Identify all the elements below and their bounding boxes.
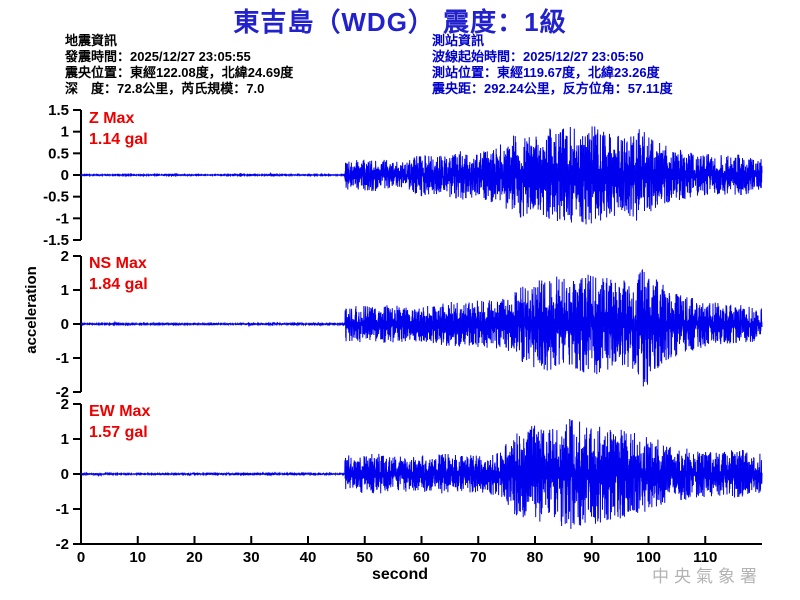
y-tick-label: -2	[56, 536, 69, 553]
x-tick-label: 60	[413, 549, 430, 566]
earthquake-info-block: 地震資訊 發震時間：2025/12/27 23:05:55 震央位置：東經122…	[65, 33, 293, 97]
x-tick-label: 50	[356, 549, 373, 566]
ns-max-label: NS Max 1.84 gal	[89, 253, 148, 295]
z-max-title: Z Max	[89, 110, 135, 127]
y-tick-label: 0	[61, 316, 69, 333]
y-tick-label: 1	[61, 124, 69, 141]
station-location: 測站位置：東經119.67度，北緯23.26度	[432, 65, 660, 80]
earthquake-info-heading: 地震資訊	[65, 33, 118, 48]
x-tick-label: 110	[693, 549, 717, 566]
y-tick-label: -0.5	[43, 189, 69, 206]
y-axis-title: acceleration	[23, 266, 40, 354]
x-tick-label: 100	[636, 549, 661, 566]
y-tick-label: 2	[61, 396, 69, 413]
waveform-trace-ew	[80, 419, 763, 529]
y-tick-label: 1	[61, 431, 69, 448]
x-tick-label: 80	[527, 549, 544, 566]
x-tick-label: 10	[129, 549, 146, 566]
y-tick-label: 2	[61, 248, 69, 265]
x-tick-label: 20	[186, 549, 203, 566]
y-tick-label: -1	[56, 501, 69, 518]
x-tick-label: 0	[77, 549, 85, 566]
ew-max-label: EW Max 1.57 gal	[89, 401, 150, 443]
y-tick-label: -1	[56, 350, 69, 367]
x-axis-title: second	[371, 566, 428, 583]
z-max-value: 1.14 gal	[89, 131, 148, 148]
page-title: 東吉島（WDG） 震度：1級	[233, 7, 567, 37]
x-tick-label: 70	[470, 549, 487, 566]
y-tick-label: 0.5	[48, 145, 69, 162]
y-tick-label: -1	[56, 210, 69, 227]
epicentral-distance: 震央距：292.24公里，反方位角：57.11度	[432, 81, 673, 96]
ew-max-title: EW Max	[89, 403, 151, 420]
wave-start-time: 波線起始時間：2025/12/27 23:05:50	[432, 49, 644, 64]
x-tick-label: 90	[583, 549, 600, 566]
y-tick-label: 0	[61, 466, 69, 483]
z-max-label: Z Max 1.14 gal	[89, 108, 148, 150]
y-tick-label: 1	[61, 282, 69, 299]
epicenter-location: 震央位置：東經122.08度，北緯24.69度	[65, 65, 294, 80]
x-tick-label: 30	[243, 549, 260, 566]
origin-time: 發震時間：2025/12/27 23:05:55	[65, 49, 251, 64]
station-info-heading: 測站資訊	[432, 33, 485, 48]
y-tick-label: 0	[61, 167, 69, 184]
x-tick-label: 40	[300, 549, 317, 566]
station-info-block: 測站資訊 波線起始時間：2025/12/27 23:05:50 測站位置：東經1…	[432, 33, 673, 97]
y-tick-label: -1.5	[43, 232, 69, 249]
depth-magnitude: 深 度：72.8公里，芮氏規模：7.0	[65, 81, 265, 96]
y-tick-label: 1.5	[48, 102, 69, 119]
y-tick-label: -2	[56, 384, 69, 401]
waveform-trace-ns	[80, 269, 763, 387]
waveform-trace-z	[80, 126, 763, 225]
agency-watermark: 中央氣象署	[652, 567, 762, 586]
ns-max-value: 1.84 gal	[89, 276, 148, 293]
ns-max-title: NS Max	[89, 255, 147, 272]
ew-max-value: 1.57 gal	[89, 424, 148, 441]
